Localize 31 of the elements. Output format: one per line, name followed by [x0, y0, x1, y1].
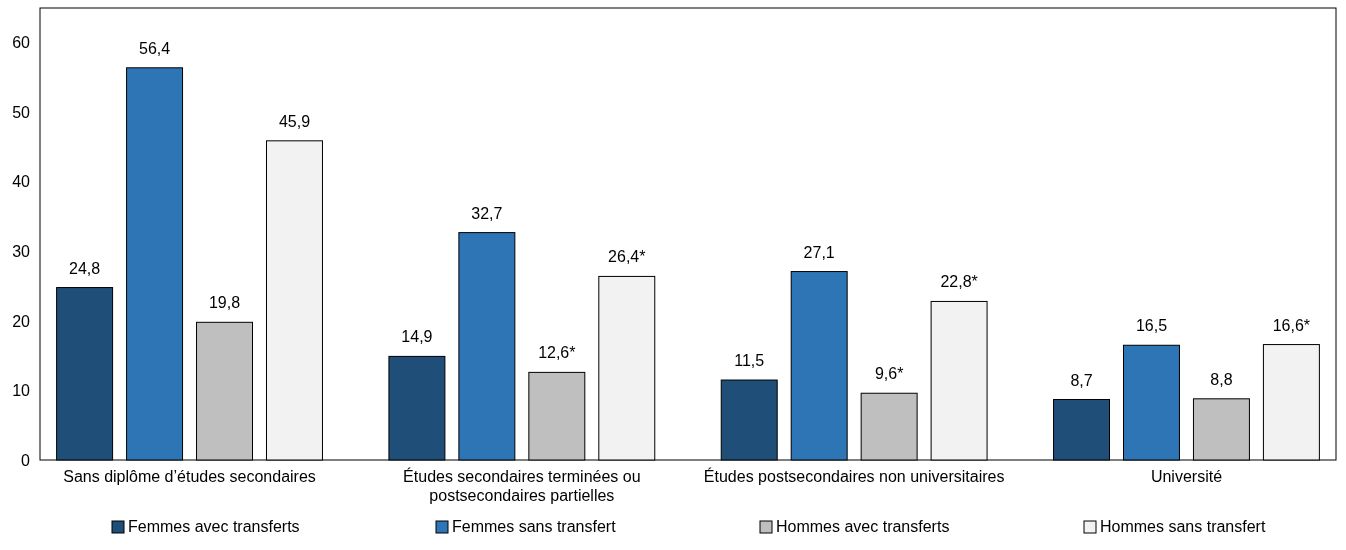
data-label: 27,1: [803, 243, 835, 261]
y-tick-label: 20: [12, 312, 31, 330]
data-label: 19,8: [208, 294, 241, 312]
data-label: 32,7: [471, 204, 503, 222]
data-label: 8,8: [1210, 370, 1233, 388]
y-tick-label: 50: [12, 103, 31, 121]
data-label: 22,8*: [940, 273, 978, 291]
x-tick-label: Université: [1150, 468, 1223, 485]
data-label: 16,6*: [1272, 316, 1311, 334]
data-label: 24,8: [69, 259, 101, 277]
data-label: 12,6*: [538, 344, 576, 362]
data-label: 26,4*: [608, 248, 646, 266]
data-label: 56,4: [138, 39, 171, 57]
x-tick-label: Études postsecondaires non universitaires: [703, 467, 1005, 485]
data-label: 14,9: [401, 328, 433, 346]
legend-label: Femmes sans transfert: [452, 518, 617, 535]
x-tick-label: Sans diplôme d’études secondaires: [63, 468, 316, 485]
x-tick-label: Études secondaires terminées ou postsecondaires partielles: [403, 467, 641, 505]
data-label: 11,5: [734, 352, 765, 370]
y-tick-label: 30: [12, 243, 31, 260]
y-tick-label: 10: [12, 382, 31, 400]
data-label: 45,9: [278, 112, 311, 130]
data-label: 16,5: [1135, 317, 1168, 335]
legend-label: Hommes sans transfert: [1100, 518, 1266, 535]
data-label: 9,6*: [874, 365, 904, 383]
legend-label: Femmes avec transferts: [128, 518, 300, 535]
y-tick-label: 0: [21, 451, 31, 469]
data-label: 8,7: [1070, 371, 1093, 389]
y-tick-label: 40: [12, 173, 31, 191]
legend-label: Hommes avec transferts: [776, 518, 950, 535]
y-tick-label: 60: [12, 34, 31, 52]
